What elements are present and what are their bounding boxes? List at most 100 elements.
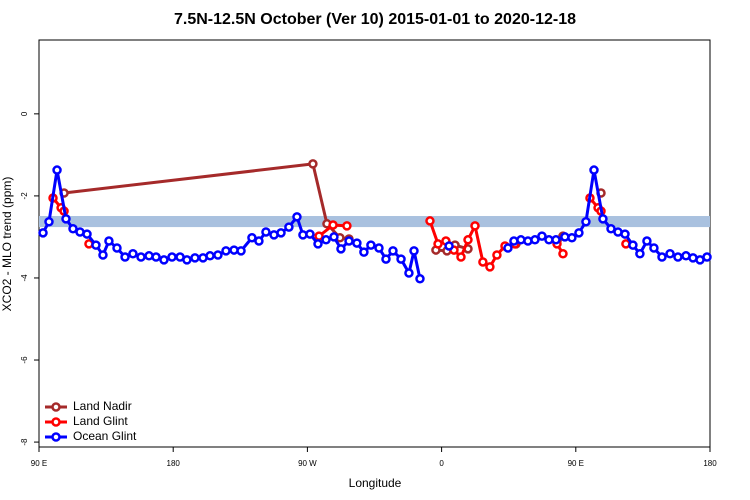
plot-frame xyxy=(38,39,711,448)
reference-band xyxy=(39,216,710,228)
data-point xyxy=(284,222,294,232)
data-point xyxy=(574,228,584,238)
y-tick-label: 0 xyxy=(20,111,29,116)
data-point xyxy=(381,254,391,264)
data-point xyxy=(68,223,78,234)
data-point xyxy=(620,229,630,239)
data-point xyxy=(463,244,473,254)
data-point xyxy=(649,243,659,253)
data-point xyxy=(167,252,177,262)
data-point xyxy=(254,236,264,246)
data-point xyxy=(321,235,331,245)
data-point xyxy=(598,214,608,224)
data-point xyxy=(558,249,568,259)
data-point xyxy=(221,246,231,256)
legend-label: Ocean Glint xyxy=(73,429,137,443)
data-point xyxy=(628,240,638,250)
data-point xyxy=(336,244,346,254)
data-point xyxy=(537,231,547,241)
x-tick-label: 90 E xyxy=(568,459,584,468)
x-tick-label: 180 xyxy=(167,459,181,468)
legend-label: Land Nadir xyxy=(73,399,132,413)
data-point xyxy=(292,212,302,222)
x-axis-label: Longitude xyxy=(349,476,402,490)
chart-title: 7.5N-12.5N October (Ver 10) 2015-01-01 t… xyxy=(174,11,576,28)
data-point xyxy=(366,240,376,250)
data-point xyxy=(456,252,466,262)
data-point xyxy=(665,249,675,259)
data-point xyxy=(104,236,114,246)
data-point xyxy=(61,214,71,224)
data-point xyxy=(352,238,362,248)
data-point xyxy=(396,254,406,264)
legend-marker xyxy=(51,432,61,442)
data-point xyxy=(388,246,398,256)
data-point xyxy=(205,251,215,261)
y-tick-label: -4 xyxy=(20,274,29,282)
data-point xyxy=(112,243,122,253)
data-point xyxy=(551,235,561,245)
data-point xyxy=(276,228,286,238)
data-point xyxy=(91,240,101,250)
data-point xyxy=(642,236,652,246)
data-point xyxy=(136,252,146,262)
data-point xyxy=(567,233,577,243)
x-tick-label: 90 W xyxy=(298,459,317,468)
data-point xyxy=(82,229,92,239)
data-point xyxy=(328,220,338,230)
data-point xyxy=(503,243,513,253)
x-tick-label: 0 xyxy=(439,459,444,468)
data-point xyxy=(492,250,502,260)
y-axis-label: XCO2 - MLO trend (ppm) xyxy=(0,177,14,312)
y-tick-label: -8 xyxy=(20,438,29,446)
data-point xyxy=(151,252,161,262)
data-point xyxy=(415,274,425,284)
data-point xyxy=(308,159,318,169)
data-point xyxy=(236,246,246,256)
data-point xyxy=(313,239,323,249)
data-point xyxy=(329,232,339,242)
data-point xyxy=(530,235,540,245)
data-point xyxy=(425,216,435,226)
data-point xyxy=(581,217,591,227)
data-point xyxy=(463,235,473,245)
data-point xyxy=(98,250,108,260)
legend-marker xyxy=(51,402,61,412)
data-point xyxy=(344,236,354,246)
data-point xyxy=(404,268,414,278)
legend-label: Land Glint xyxy=(73,414,128,428)
data-point xyxy=(359,247,369,257)
data-point xyxy=(606,223,616,234)
data-point xyxy=(657,252,667,262)
data-point xyxy=(433,239,443,249)
data-point xyxy=(485,262,495,272)
x-tick-label: 90 E xyxy=(31,459,47,468)
data-point xyxy=(247,233,257,243)
data-point xyxy=(589,165,599,175)
data-point xyxy=(478,257,488,267)
data-point xyxy=(52,165,62,175)
data-point xyxy=(213,250,223,260)
data-point xyxy=(120,252,130,262)
data-point xyxy=(444,241,454,251)
data-point xyxy=(38,228,48,238)
data-point xyxy=(182,255,192,265)
data-point xyxy=(128,249,138,259)
data-point xyxy=(342,221,352,231)
data-point xyxy=(261,227,271,237)
data-point xyxy=(673,252,683,262)
data-point xyxy=(635,249,645,259)
data-point xyxy=(305,229,315,239)
data-point xyxy=(159,255,169,265)
data-point xyxy=(470,221,480,231)
x-tick-label: 180 xyxy=(703,459,717,468)
data-point xyxy=(190,253,200,263)
y-tick-label: -6 xyxy=(20,356,29,364)
data-point xyxy=(702,252,712,262)
y-tick-label: -2 xyxy=(20,192,29,200)
data-point xyxy=(374,243,384,253)
data-point xyxy=(44,217,54,227)
legend-marker xyxy=(51,417,61,427)
data-point xyxy=(409,246,419,256)
